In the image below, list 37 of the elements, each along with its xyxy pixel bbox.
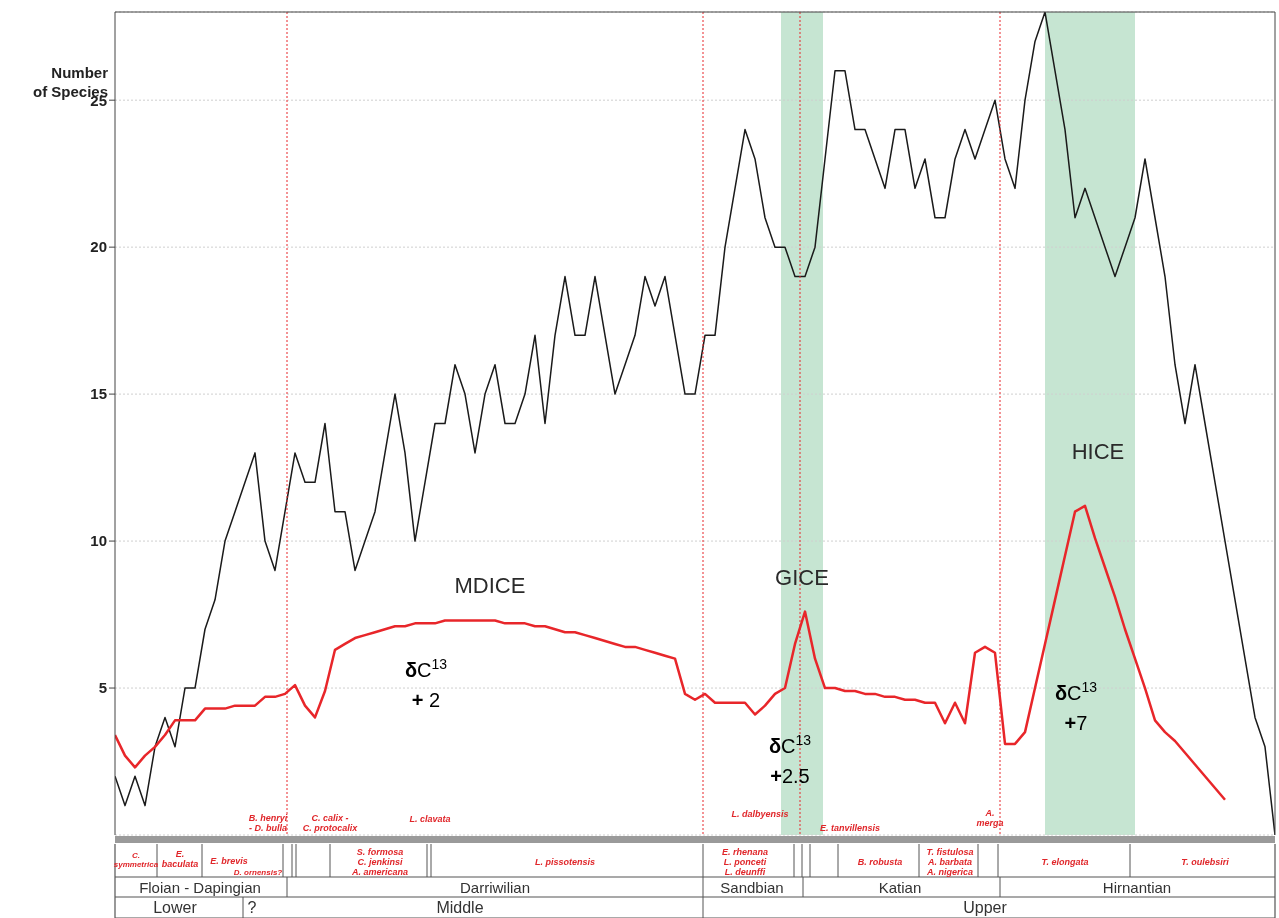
text: Hirnantian bbox=[1102, 879, 1172, 896]
text: C. symmetrica bbox=[113, 851, 159, 869]
text: Sandbian bbox=[720, 879, 784, 896]
annotation: MDICE bbox=[454, 573, 526, 598]
text: Floian - Dapingian bbox=[139, 879, 261, 896]
text: S. formosa C. jenkinsi A. americana bbox=[350, 847, 409, 877]
text: L. pissotensis bbox=[534, 857, 596, 867]
y-tick-label: 15 bbox=[90, 385, 107, 403]
text: Darriwilian bbox=[459, 879, 531, 896]
text: δC$^{13}$ +2.5 bbox=[768, 732, 812, 787]
annotation: E. tanvillensis bbox=[819, 823, 881, 833]
text: E. brevis bbox=[210, 856, 248, 866]
text: Middle bbox=[436, 899, 484, 916]
annotation: L. dalbyensis bbox=[731, 809, 789, 819]
text: T. oulebsiri bbox=[1181, 857, 1230, 867]
text: E. baculata bbox=[161, 849, 199, 869]
annotation: B. henryi - D. bulla bbox=[248, 813, 288, 833]
text: T. elongata bbox=[1041, 857, 1089, 867]
text: ? bbox=[247, 899, 257, 916]
text: δC$^{13}$ + 2 bbox=[404, 656, 448, 711]
text: Lower bbox=[153, 899, 198, 916]
text: D. ornensis? bbox=[233, 868, 283, 877]
annotation: GICE bbox=[775, 565, 829, 590]
annotation: L. clavata bbox=[409, 814, 451, 824]
y-tick-label: 10 bbox=[90, 532, 107, 550]
annotation: A. merga bbox=[976, 808, 1004, 828]
y-tick-label: 5 bbox=[98, 679, 107, 697]
y-tick-label: 20 bbox=[90, 238, 107, 256]
text: B. robusta bbox=[857, 857, 903, 867]
annotation: HICE bbox=[1071, 439, 1125, 464]
text: T. fistulosa A. barbata A. nigerica bbox=[925, 847, 974, 877]
text: Katian bbox=[878, 879, 922, 896]
text: δC$^{13}$ +7 bbox=[1054, 679, 1098, 734]
annotation: C. calix - C. protocalix bbox=[302, 813, 359, 833]
text: Upper bbox=[963, 899, 1008, 916]
text: E. rhenana L. ponceti L. deunffi bbox=[721, 847, 769, 877]
line-series bbox=[115, 504, 1227, 801]
